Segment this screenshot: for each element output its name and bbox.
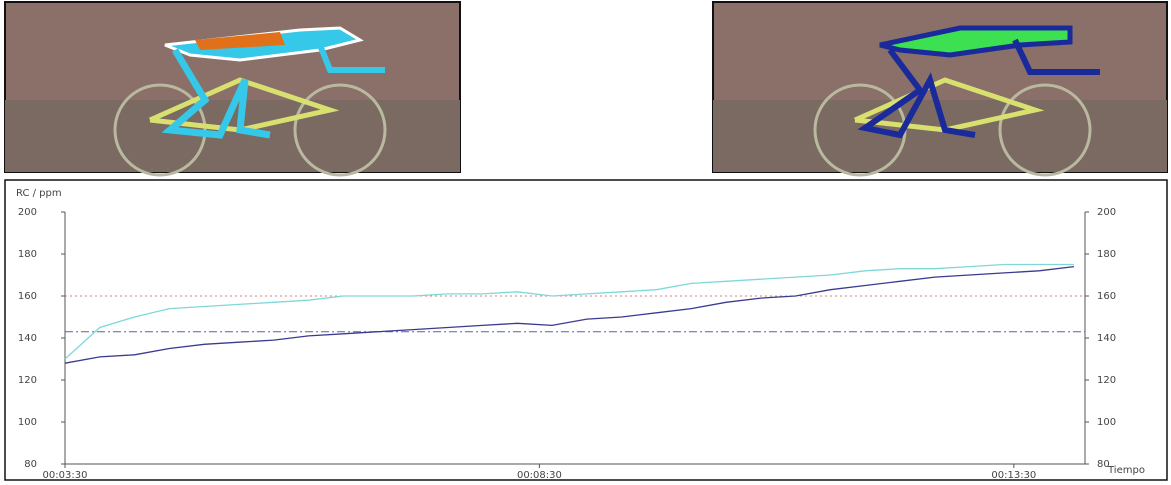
y-tick-label: 100	[18, 417, 37, 428]
y2-tick-label: 140	[1097, 333, 1116, 344]
x-tick-label: 00:08:30	[517, 470, 562, 481]
figure: RC / ppm Tiempo 80 100 120 140 160 180 200 80 10…	[0, 0, 1171, 481]
y-tick-label: 160	[18, 291, 37, 302]
y-tick-label: 200	[18, 207, 37, 218]
y2-tick-label: 200	[1097, 207, 1116, 218]
y-tick-label: 140	[18, 333, 37, 344]
y2-tick-label: 180	[1097, 249, 1116, 260]
y2-tick-label: 160	[1097, 291, 1116, 302]
y-axis-label: RC / ppm	[16, 188, 62, 199]
y2-tick-label: 80	[1097, 459, 1110, 470]
photo-left	[5, 2, 460, 175]
y-tick-label: 80	[24, 459, 37, 470]
y-tick-label: 180	[18, 249, 37, 260]
y2-tick-label: 120	[1097, 375, 1116, 386]
x-axis-label: Tiempo	[1107, 465, 1145, 476]
y2-tick-label: 100	[1097, 417, 1116, 428]
page: {"chart_data": {"type": "line", "y_label…	[0, 0, 1171, 481]
y-tick-label: 120	[18, 375, 37, 386]
photo-right	[713, 2, 1167, 175]
x-tick-label: 00:13:30	[991, 470, 1036, 481]
chart-frame	[5, 180, 1167, 480]
x-tick-label: 00:03:30	[43, 470, 88, 481]
